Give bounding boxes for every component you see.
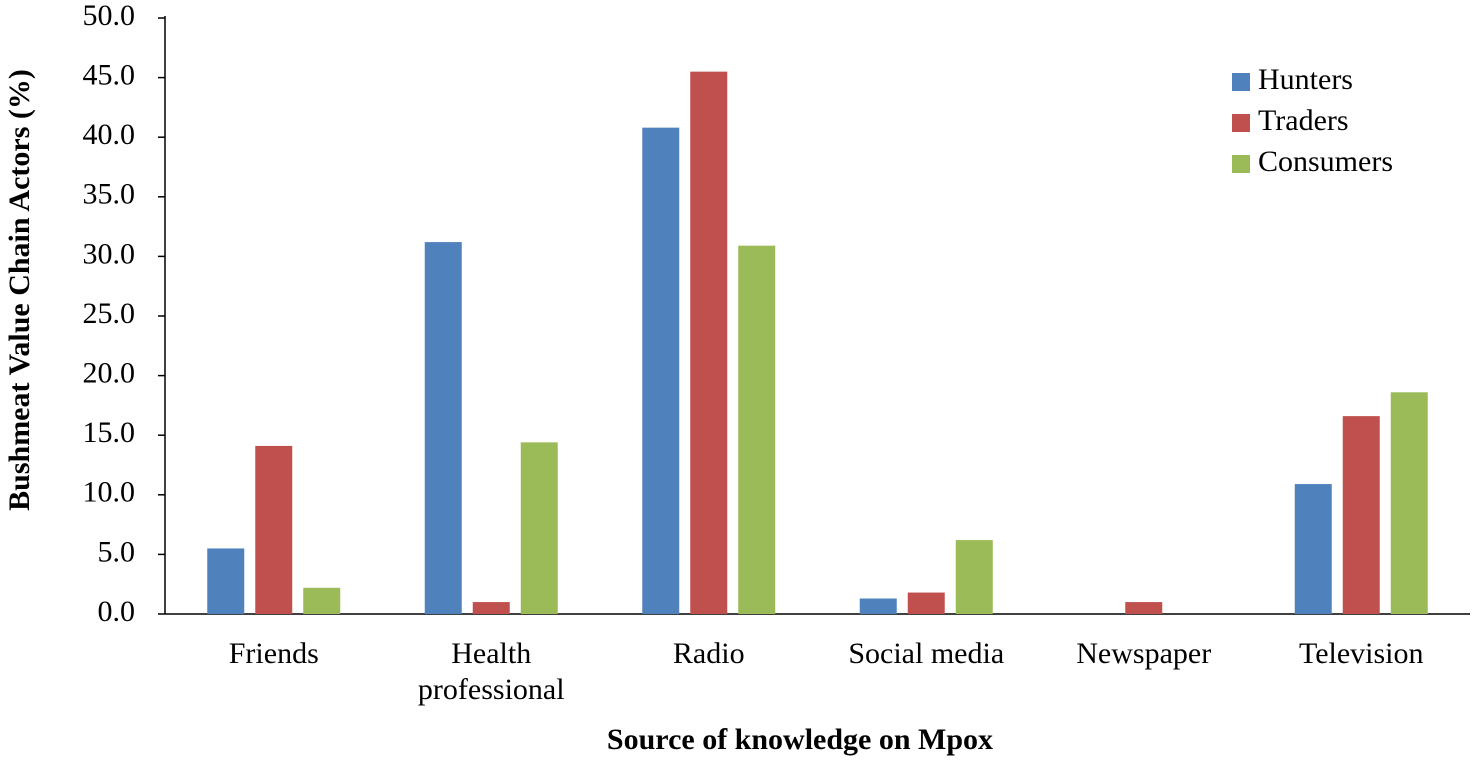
y-tick-label: 45.0 (83, 58, 136, 91)
bar (1294, 484, 1332, 614)
y-tick-label: 50.0 (83, 0, 136, 32)
bar (1342, 416, 1380, 614)
bar (1125, 602, 1163, 614)
x-tick-label: Friends (228, 637, 319, 670)
y-axis-title: Bushmeat Value Chain Actors (%) (3, 69, 36, 511)
legend-swatch (1232, 155, 1250, 173)
bar (424, 242, 462, 614)
y-tick-label: 5.0 (98, 535, 136, 568)
y-tick-label: 15.0 (83, 416, 136, 449)
bar (303, 587, 341, 614)
bar (255, 445, 293, 614)
x-tick-label: Radio (672, 637, 745, 670)
y-tick-label: 0.0 (98, 595, 136, 628)
y-tick-label: 30.0 (83, 237, 136, 270)
bar (642, 127, 680, 614)
bar (520, 442, 558, 614)
legend-label: Consumers (1258, 145, 1393, 178)
y-tick-label: 25.0 (83, 297, 136, 330)
bar (955, 540, 993, 614)
y-tick-label: 10.0 (83, 476, 136, 509)
bar (907, 592, 945, 614)
legend-label: Traders (1258, 104, 1349, 137)
bar (690, 71, 728, 614)
x-tick-label: Television (1298, 637, 1424, 670)
legend-swatch (1232, 114, 1250, 132)
x-tick-label: Social media (848, 637, 1005, 670)
bar (859, 598, 897, 614)
x-tick-label: Health professional (417, 637, 565, 706)
bar (207, 548, 245, 614)
legend-swatch (1232, 73, 1250, 91)
y-tick-label: 20.0 (83, 356, 136, 389)
x-axis-title: Source of knowledge on Mpox (607, 723, 993, 756)
y-tick-label: 40.0 (83, 118, 136, 151)
bar (738, 245, 776, 614)
bar (1390, 392, 1428, 614)
bar (472, 602, 510, 614)
legend-label: Hunters (1258, 63, 1353, 96)
y-tick-label: 35.0 (83, 178, 136, 211)
x-tick-label: Newspaper (1076, 637, 1212, 670)
